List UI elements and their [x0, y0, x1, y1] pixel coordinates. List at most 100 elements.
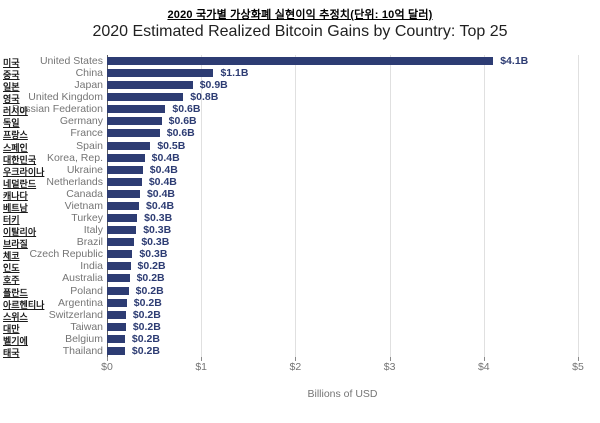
bar	[107, 346, 125, 355]
bar	[107, 177, 142, 186]
bar	[107, 238, 135, 247]
country-label-en: Poland	[70, 284, 103, 297]
country-label-en: Argentina	[58, 296, 103, 309]
country-label-ko: 체코	[3, 251, 20, 262]
country-label-ko: 스페인	[3, 142, 28, 153]
country-label-ko: 네덜란드	[3, 178, 37, 189]
x-axis-title: Billions of USD	[307, 388, 378, 400]
country-label-en: China	[75, 67, 103, 80]
x-tick-label: $4	[477, 361, 490, 373]
bar-value-label: $0.6B	[172, 103, 201, 116]
country-label-ko: 베트남	[3, 202, 28, 213]
bar-value-label: $0.2B	[133, 296, 162, 309]
country-label-en: Thailand	[62, 344, 103, 357]
bar-value-label: $0.4B	[146, 187, 175, 200]
country-label-en: Australia	[62, 272, 103, 285]
country-label-ko: 우크라이나	[3, 166, 45, 177]
gridline	[389, 55, 391, 357]
bar-value-label: $0.6B	[168, 115, 197, 128]
country-label-ko: 스위스	[3, 311, 28, 322]
country-label-ko: 일본	[3, 82, 20, 93]
country-label-en: Japan	[74, 79, 103, 92]
bar-value-label: $0.6B	[166, 127, 195, 140]
country-label-ko: 대만	[3, 323, 20, 334]
country-label-ko: 프랑스	[3, 130, 28, 141]
country-label-ko: 중국	[3, 70, 20, 81]
bar	[107, 189, 140, 198]
country-label-en: Brazil	[76, 236, 103, 249]
bar	[107, 141, 151, 150]
bar	[107, 250, 133, 259]
country-label-en: Vietnam	[64, 199, 103, 212]
chart-title-english: 2020 Estimated Realized Bitcoin Gains by…	[92, 23, 508, 40]
x-tick-label: $1	[195, 361, 208, 373]
chart-title-korean: 2020 국가별 가상화폐 실현이익 추정치(단위: 10억 달러)	[167, 9, 433, 21]
bar	[107, 214, 138, 223]
country-label-ko: 인도	[3, 263, 20, 274]
axis-tick	[295, 357, 297, 361]
axis-tick	[201, 357, 203, 361]
bar-value-label: $0.3B	[144, 212, 173, 225]
y-axis-labels-korean: 미국 중국 일본 영국 러시아 독일 프랑스 스페인 대한민국 우크라이나 네덜란드 캐나다 베트남 터키…	[3, 57, 103, 359]
country-label-en: Spain	[76, 139, 103, 152]
country-label-en: Czech Republic	[29, 248, 103, 261]
x-tick-label: $5	[572, 361, 584, 373]
country-label-ko: 영국	[3, 94, 20, 105]
gridline	[483, 55, 485, 357]
country-label-en: Netherlands	[46, 175, 103, 188]
bar	[107, 334, 125, 343]
country-label-ko: 이탈리아	[3, 227, 37, 238]
axis-tick	[389, 357, 391, 361]
bar	[107, 262, 131, 271]
country-label-en: Russian Federation	[11, 103, 103, 116]
country-label-en: Canada	[66, 187, 103, 200]
axis-tick	[578, 357, 579, 361]
gridline	[295, 55, 297, 357]
bar	[107, 286, 129, 295]
country-label-en: Switzerland	[48, 308, 103, 321]
country-label-ko: 터키	[3, 215, 20, 226]
bar-value-label: $0.2B	[131, 344, 160, 357]
gridline	[201, 55, 203, 357]
bar-value-label: $0.2B	[137, 260, 166, 273]
bar-value-label: $1.1B	[220, 67, 249, 80]
bar	[107, 57, 494, 65]
country-label-ko: 독일	[3, 118, 20, 129]
bar	[107, 322, 126, 331]
bar	[107, 165, 143, 174]
bar-value-label: $0.2B	[136, 272, 165, 285]
country-label-en: Belgium	[65, 332, 103, 345]
country-label-en: United Kingdom	[28, 91, 103, 104]
bar-value-label: $0.4B	[148, 175, 177, 188]
bar	[107, 129, 160, 138]
bar-value-label: $0.9B	[199, 79, 228, 92]
country-label-en: Turkey	[71, 212, 103, 225]
bar	[107, 81, 193, 90]
country-label-ko: 캐나다	[3, 190, 28, 201]
bar-value-label: $0.4B	[151, 151, 180, 164]
bar-value-label: $0.4B	[149, 163, 178, 176]
bar	[107, 69, 214, 78]
country-label-ko: 아르헨티나	[3, 299, 45, 310]
bar	[107, 153, 145, 162]
axis-tick	[107, 357, 108, 361]
bar	[107, 298, 127, 307]
bar	[107, 105, 166, 114]
country-label-ko: 러시아	[3, 106, 28, 117]
country-label-en: Taiwan	[70, 320, 103, 333]
country-label-ko: 폴란드	[3, 287, 28, 298]
bar-value-label: $0.2B	[131, 332, 160, 345]
country-label-ko: 브라질	[3, 239, 28, 250]
axis-tick	[483, 357, 485, 361]
bar-value-label: $4.1B	[500, 55, 529, 67]
country-label-en: Korea, Rep.	[46, 151, 103, 164]
country-label-en: India	[80, 260, 103, 273]
x-tick-label: $3	[383, 361, 396, 373]
gridline	[578, 55, 579, 357]
country-label-en: United States	[39, 55, 103, 67]
bar	[107, 93, 184, 102]
bar-value-label: $0.2B	[132, 308, 161, 321]
x-tick-label: $2	[289, 361, 302, 373]
bar	[107, 310, 126, 319]
